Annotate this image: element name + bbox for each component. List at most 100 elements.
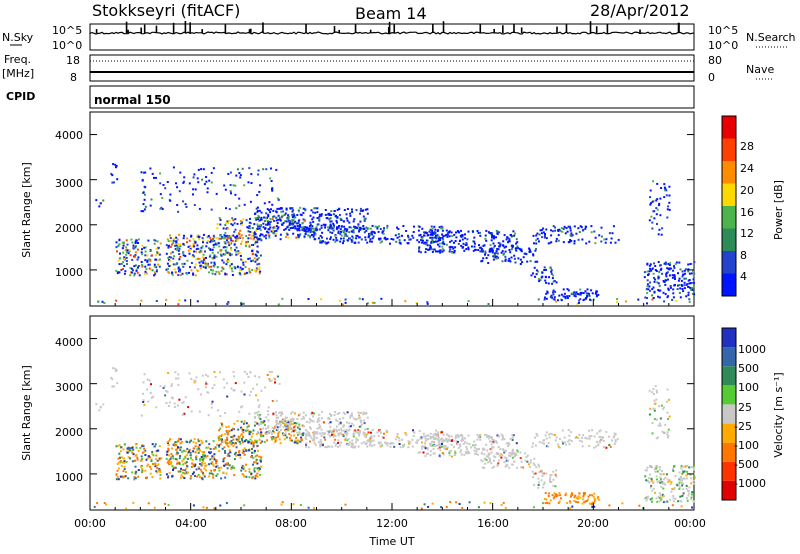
velocity-scatter-point: [170, 462, 173, 465]
power-scatter-point: [197, 181, 200, 184]
power-scatter-point: [172, 263, 175, 266]
power-scatter-point: [461, 234, 464, 236]
velocity-scatter-point: [285, 426, 288, 429]
power-scatter-point: [178, 258, 181, 261]
velocity-scatter-point: [219, 504, 222, 507]
power-cbar-tick-12: 12: [740, 227, 754, 240]
power-scatter-point: [309, 236, 311, 239]
power-scatter-point: [504, 250, 507, 253]
velocity-scatter-point: [434, 432, 437, 435]
velocity-scatter-point: [202, 506, 205, 509]
power-scatter-point: [358, 236, 361, 239]
velocity-scatter-point: [651, 422, 654, 424]
power-scatter-point: [232, 234, 235, 237]
velocity-scatter-point: [365, 433, 368, 436]
power-scatter-point: [373, 231, 376, 234]
power-scatter-point: [143, 208, 146, 211]
power-scatter-point: [342, 240, 345, 243]
velocity-scatter-point: [512, 434, 515, 437]
power-scatter-point: [212, 246, 215, 249]
power-scatter-point: [206, 187, 209, 190]
velocity-scatter-point: [662, 431, 665, 434]
velocity-scatter-point: [411, 438, 414, 441]
velocity-scatter-point: [210, 462, 213, 465]
velocity-scatter-point: [291, 411, 294, 414]
velocity-scatter-point: [186, 457, 189, 460]
power-scatter-point: [541, 236, 544, 239]
velocity-scatter-point: [184, 396, 187, 399]
power-scatter-point: [544, 234, 546, 237]
velocity-scatter-point: [668, 398, 671, 401]
power-scatter-point: [177, 266, 180, 269]
velocity-scatter-point: [197, 466, 200, 469]
power-scatter-point: [210, 171, 213, 174]
velocity-scatter-point: [510, 452, 513, 455]
velocity-scatter-point: [255, 433, 258, 436]
power-scatter-point: [239, 220, 242, 222]
velocity-scatter-point: [284, 429, 287, 432]
velocity-scatter-point: [154, 443, 157, 446]
velocity-scatter-point: [234, 442, 237, 445]
power-scatter-point: [199, 267, 202, 270]
power-scatter-point: [492, 258, 495, 261]
velocity-scatter-point: [438, 443, 441, 446]
power-scatter-point: [561, 230, 564, 233]
velocity-scatter-point: [598, 435, 601, 438]
velocity-scatter-point: [598, 440, 601, 443]
power-scatter-point: [307, 234, 310, 237]
power-scatter-point: [231, 274, 234, 276]
velocity-scatter-point: [285, 428, 288, 431]
power-scatter-point: [214, 273, 217, 276]
power-scatter-point: [215, 270, 218, 273]
velocity-scatter-point: [168, 463, 171, 465]
power-scatter-point: [114, 163, 117, 166]
velocity-scatter-point: [266, 432, 269, 435]
velocity-scatter-point: [269, 380, 271, 383]
power-scatter-point: [167, 271, 170, 274]
velocity-scatter-point: [343, 413, 346, 415]
power-scatter-point: [552, 293, 555, 296]
power-scatter-point: [547, 282, 550, 285]
velocity-scatter-point: [146, 464, 149, 467]
velocity-scatter-point: [480, 459, 483, 462]
velocity-scatter-point: [287, 419, 290, 422]
power-scatter-point: [298, 224, 301, 227]
power-scatter-point: [149, 249, 152, 252]
power-scatter-point: [225, 222, 228, 224]
power-scatter-point: [664, 283, 667, 286]
power-scatter-point: [247, 227, 250, 230]
velocity-scatter-point: [504, 465, 507, 468]
power-scatter-point: [186, 259, 189, 262]
power-scatter-point: [116, 250, 118, 253]
velocity-scatter-point: [229, 441, 231, 444]
velocity-scatter-point: [371, 428, 374, 431]
power-scatter-point: [657, 233, 660, 236]
power-scatter-point: [314, 233, 317, 236]
velocity-scatter-point: [240, 426, 243, 429]
power-scatter-point: [251, 244, 253, 246]
velocity-scatter-point: [441, 452, 444, 455]
power-scatter-point: [651, 221, 654, 224]
velocity-scatter-point: [182, 463, 185, 466]
velocity-scatter-point: [593, 492, 596, 495]
power-scatter-point: [168, 244, 170, 247]
power-scatter-point: [654, 265, 657, 267]
power-scatter-point: [646, 270, 649, 273]
velocity-scatter-point: [668, 479, 671, 482]
velocity-scatter-point: [253, 424, 256, 427]
velocity-scatter-point: [411, 445, 414, 448]
velocity-colorbar-cell: [722, 385, 736, 405]
velocity-scatter-point: [123, 443, 126, 446]
velocity-scatter-point: [398, 443, 401, 445]
velocity-scatter-point: [690, 496, 693, 499]
velocity-scatter-point: [651, 489, 654, 492]
velocity-scatter-point: [351, 414, 354, 417]
power-scatter-point: [604, 241, 607, 244]
velocity-scatter-point: [377, 434, 380, 437]
power-scatter-point: [118, 243, 121, 246]
velocity-scatter-point: [649, 486, 652, 489]
velocity-scatter-point: [491, 466, 494, 469]
velocity-colorbar-cell: [722, 366, 736, 386]
power-scatter-point: [284, 220, 287, 223]
power-scatter-point: [240, 268, 243, 271]
